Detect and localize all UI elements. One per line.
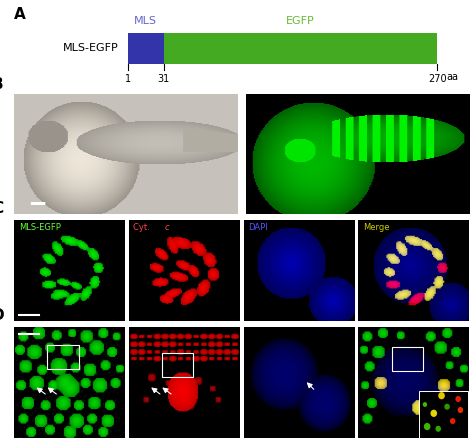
Bar [419,391,468,438]
Text: MLS-EGFP: MLS-EGFP [18,223,61,232]
Bar [128,33,164,64]
Ellipse shape [457,407,463,413]
Ellipse shape [450,418,456,424]
Text: DAPI: DAPI [248,223,268,232]
Bar [164,33,438,64]
Text: aa: aa [447,72,458,82]
Text: B: B [0,77,3,92]
Bar [392,347,423,371]
Bar [162,353,193,377]
Text: MLS-EGFP: MLS-EGFP [63,43,119,53]
Ellipse shape [430,410,437,417]
Text: D: D [0,308,5,323]
Text: MLS: MLS [134,16,157,26]
Text: C: C [0,202,3,217]
Text: 31: 31 [157,74,170,84]
Text: Merge: Merge [363,223,389,232]
Text: A: A [14,8,26,23]
Ellipse shape [436,426,441,432]
Text: EGFP: EGFP [286,16,315,26]
Ellipse shape [423,402,427,407]
Ellipse shape [456,396,461,402]
Text: c: c [164,223,169,232]
Text: 270: 270 [428,74,447,84]
Text: Cyt.: Cyt. [133,223,153,232]
Ellipse shape [424,423,430,430]
Text: 1: 1 [125,74,131,84]
Ellipse shape [438,392,445,399]
Bar [47,345,79,369]
Ellipse shape [444,404,450,410]
